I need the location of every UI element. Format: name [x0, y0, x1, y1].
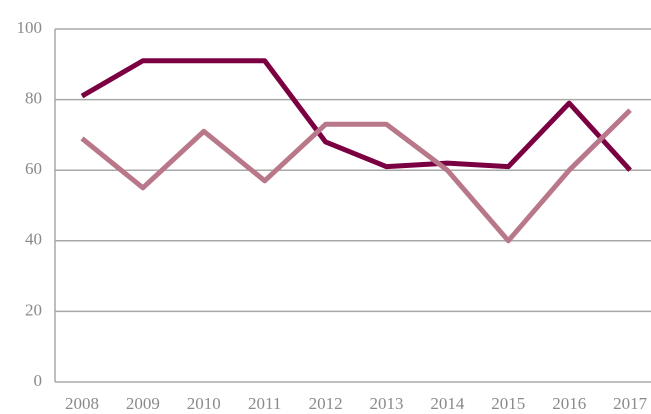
x-tick-label: 2013 — [370, 394, 404, 413]
y-tick-label: 80 — [25, 89, 42, 108]
x-tick-label: 2012 — [309, 394, 343, 413]
line-series — [80, 108, 632, 244]
y-tick-label: 100 — [17, 18, 43, 37]
y-tick-label: 0 — [34, 371, 43, 390]
x-tick-label: 2017 — [613, 394, 648, 413]
y-tick-label: 20 — [25, 300, 42, 319]
x-tick-label: 2010 — [187, 394, 221, 413]
x-tick-label: 2015 — [491, 394, 525, 413]
x-tick-label: 2008 — [65, 394, 99, 413]
x-tick-label: 2014 — [430, 394, 465, 413]
x-tick-label: 2011 — [248, 394, 281, 413]
y-tick-label: 40 — [25, 230, 42, 249]
line-series — [80, 58, 632, 172]
y-tick-label: 60 — [25, 159, 42, 178]
x-tick-label: 2009 — [126, 394, 160, 413]
x-tick-label: 2016 — [552, 394, 586, 413]
